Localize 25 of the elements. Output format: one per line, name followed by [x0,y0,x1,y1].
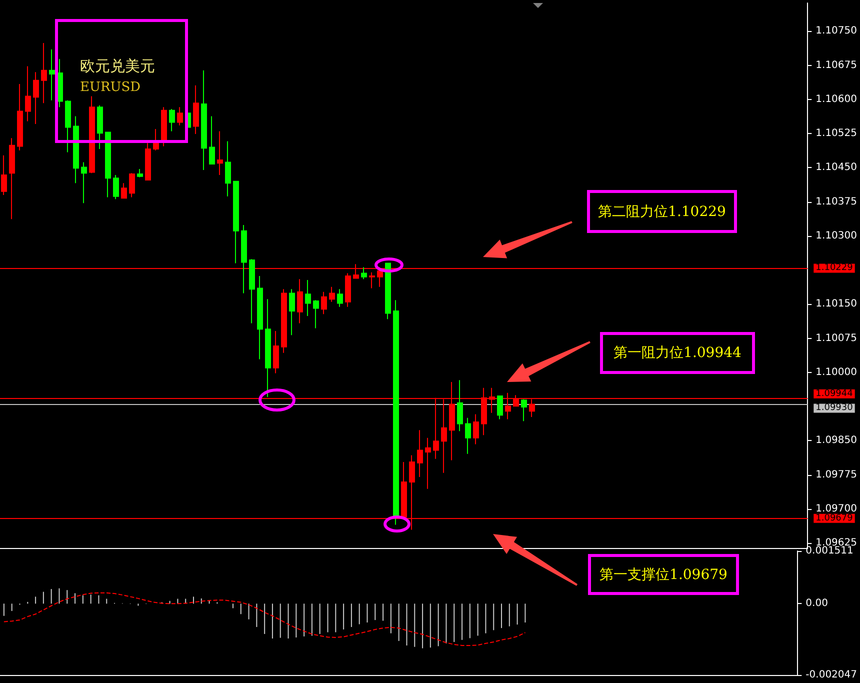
y-tick-label: 0.001511 [806,546,854,556]
ref-line-label: 1.09930 [816,403,854,414]
y-tick-label: 1.10150 [816,298,858,310]
y-tick-label: 1.10525 [816,128,858,140]
y-tick-label: 1.10300 [816,230,858,242]
y-tick-label: 1.10000 [816,366,858,378]
y-tick-label: 1.09775 [816,469,858,480]
annotation: 第二阻力位1.10229 [587,190,737,233]
y-tick-label: 1.10675 [816,60,858,71]
y-tick-label: -0.002047 [806,670,858,680]
y-tick-label: 0.00 [806,598,828,610]
ref-line-label: 1.09944 [816,388,854,399]
text: 欧元兑美元 [80,57,155,76]
text: EURUSD [80,80,141,95]
y-tick-label: 1.10750 [816,26,858,37]
y-tick-label: 1.10075 [816,332,858,344]
y-tick-label: 1.10375 [816,196,858,208]
y-tick-label: 1.10600 [816,94,858,105]
y-tick-label: 1.09850 [816,435,858,446]
annotation: 第一支撑位1.09679 [588,554,739,595]
annotation: 第一阻力位1.09944 [600,332,755,374]
y-tick-label: 1.10450 [816,162,858,174]
y-tick-label: 1.09700 [816,503,858,514]
ref-line-label: 1.09679 [816,513,854,524]
ref-line-label: 1.10229 [816,263,854,274]
